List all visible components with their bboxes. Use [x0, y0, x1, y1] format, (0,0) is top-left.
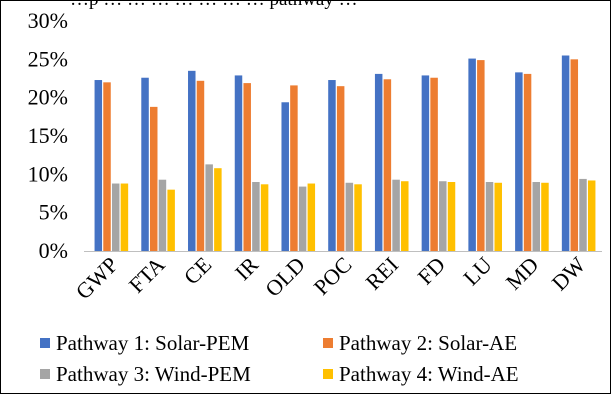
- y-tick-label: 15%: [28, 123, 68, 148]
- bar-md-series-1: [515, 72, 523, 252]
- legend-item: Pathway 3: Wind-PEM: [40, 362, 251, 386]
- bar-gwp-series-3: [111, 183, 120, 251]
- bar-ce-series-2: [196, 80, 205, 251]
- bar-dw-series-4: [587, 180, 596, 251]
- y-tick-label: 25%: [28, 46, 68, 71]
- bar-poc-series-2: [336, 86, 345, 251]
- y-tick-label: 5%: [39, 200, 68, 225]
- bar-old-series-2: [290, 85, 298, 252]
- bar-old-series-4: [307, 183, 316, 251]
- bar-ir-series-2: [243, 83, 251, 251]
- bar-ir-series-4: [260, 184, 269, 251]
- bar-fta-series-2: [149, 106, 158, 252]
- bar-fta-series-3: [158, 179, 167, 251]
- bar-fta-series-4: [167, 189, 175, 251]
- bar-rei-series-3: [392, 179, 400, 251]
- bar-dw-series-2: [570, 59, 579, 251]
- bar-lu-series-1: [468, 58, 476, 251]
- legend-swatch: [323, 369, 333, 379]
- legend-label: Pathway 2: Solar-AE: [339, 331, 517, 355]
- bar-old-series-1: [281, 102, 289, 252]
- bar-ir-series-3: [252, 182, 260, 251]
- bar-fta-series-1: [141, 77, 149, 251]
- y-tick-label: 0%: [39, 238, 68, 263]
- bar-md-series-4: [541, 182, 549, 251]
- caption-fragment: …p … … … … … … … pathway …: [70, 0, 358, 10]
- bar-fd-series-3: [439, 181, 447, 251]
- bar-gwp-series-2: [103, 82, 111, 251]
- bar-rei-series-2: [383, 79, 392, 252]
- legend-label: Pathway 3: Wind-PEM: [56, 362, 251, 386]
- bar-md-series-3: [532, 182, 541, 251]
- legend-label: Pathway 4: Wind-AE: [339, 362, 519, 386]
- legend-swatch: [40, 338, 50, 348]
- legend-swatch: [323, 338, 333, 348]
- y-tick-label: 30%: [28, 8, 68, 33]
- legend-swatch: [40, 369, 50, 379]
- bar-dw-series-1: [561, 55, 570, 251]
- legend-item: Pathway 4: Wind-AE: [323, 362, 519, 386]
- y-tick-label: 10%: [28, 161, 68, 186]
- bar-dw-series-3: [579, 178, 587, 251]
- legend-item: Pathway 1: Solar-PEM: [40, 331, 250, 355]
- bar-ce-series-4: [214, 168, 222, 251]
- bar-fd-series-2: [430, 77, 438, 251]
- bar-fd-series-4: [447, 182, 456, 251]
- bar-ce-series-1: [188, 70, 196, 251]
- y-tick-label: 20%: [28, 85, 68, 110]
- bar-old-series-3: [298, 186, 307, 251]
- bar-ce-series-3: [205, 164, 213, 251]
- bar-fd-series-1: [421, 75, 430, 252]
- legend-item: Pathway 2: Solar-AE: [323, 331, 517, 355]
- legend-label: Pathway 1: Solar-PEM: [56, 331, 250, 355]
- bar-gwp-series-1: [94, 80, 103, 251]
- bar-poc-series-4: [354, 184, 362, 251]
- bar-ir-series-1: [234, 75, 243, 252]
- bar-lu-series-2: [477, 60, 485, 251]
- bar-rei-series-1: [374, 73, 383, 252]
- bar-md-series-2: [523, 73, 532, 252]
- bar-gwp-series-4: [120, 183, 129, 251]
- bar-poc-series-3: [345, 182, 354, 251]
- bar-rei-series-4: [401, 181, 409, 251]
- bar-lu-series-4: [494, 182, 502, 251]
- bar-lu-series-3: [485, 182, 494, 251]
- bar-poc-series-1: [328, 80, 336, 251]
